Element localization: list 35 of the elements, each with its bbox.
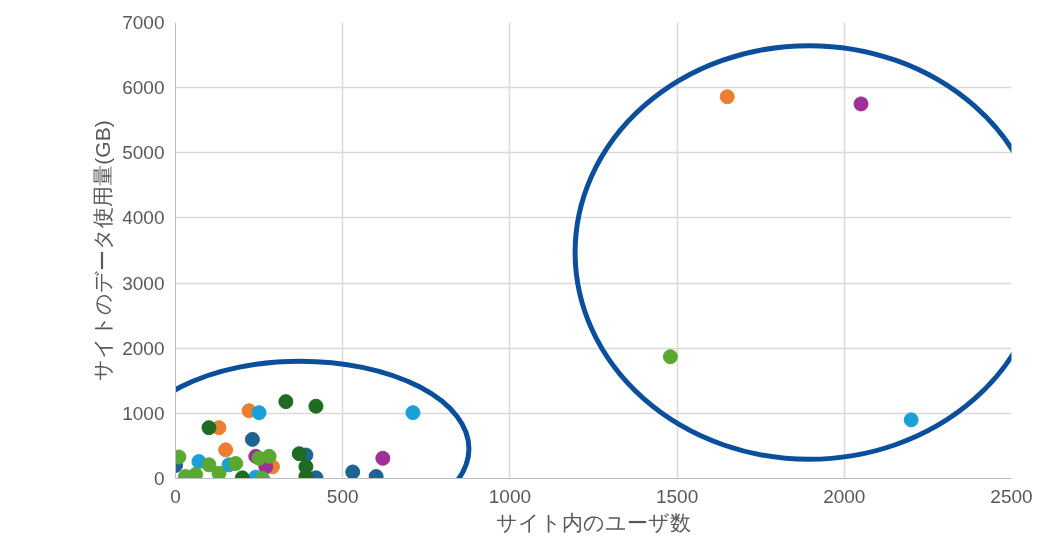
point (308, 398, 324, 414)
x-tick-label: 500 (326, 485, 359, 507)
x-tick-label: 1000 (488, 485, 532, 507)
point (218, 442, 234, 458)
x-tick-label: 2000 (823, 485, 866, 507)
point (188, 467, 204, 479)
x-tick-label: 2500 (990, 485, 1033, 507)
point (662, 349, 678, 365)
x-axis-title: サイト内のユーザ数 (496, 510, 691, 534)
x-tick-label: 1500 (655, 485, 699, 507)
y-tick-label: 0 (153, 468, 165, 489)
x-tick-label: 0 (170, 485, 181, 507)
point (291, 446, 307, 462)
point (405, 405, 421, 421)
y-tick-label: 7000 (122, 12, 165, 33)
point (278, 394, 294, 410)
point (228, 456, 244, 471)
point (375, 450, 391, 466)
point (201, 420, 217, 436)
point (345, 464, 361, 479)
y-axis-title: サイトのデータ使用量(GB) (91, 120, 115, 381)
point (211, 465, 227, 479)
point (251, 405, 267, 421)
point (201, 457, 217, 473)
y-tick-label: 1000 (122, 402, 165, 424)
y-tick-label: 2000 (122, 337, 165, 359)
point (244, 431, 260, 447)
y-tick-label: 3000 (122, 272, 165, 294)
point (261, 448, 277, 464)
point (719, 89, 735, 105)
y-tick-label: 6000 (122, 77, 165, 99)
point (903, 412, 919, 428)
point (853, 96, 869, 112)
y-tick-label: 4000 (122, 207, 165, 229)
y-tick-label: 5000 (122, 142, 165, 164)
